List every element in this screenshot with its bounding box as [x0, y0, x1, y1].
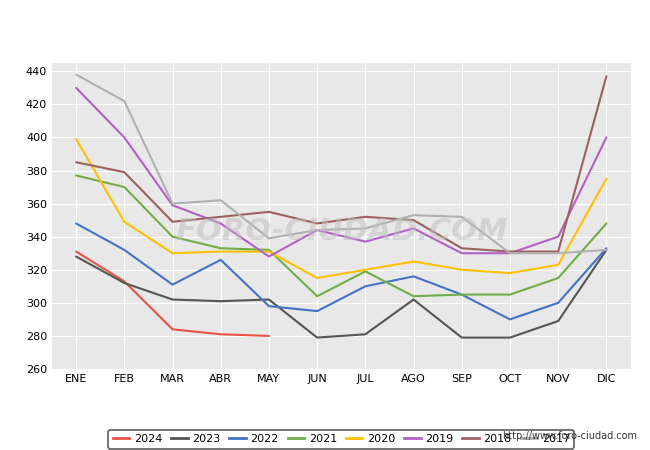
Text: Afiliados en Chiclana de Segura a 31/5/2024: Afiliados en Chiclana de Segura a 31/5/2…	[103, 18, 547, 36]
Text: http://www.foro-ciudad.com: http://www.foro-ciudad.com	[502, 431, 637, 441]
Text: FORO-CIUDAD.COM: FORO-CIUDAD.COM	[175, 217, 508, 246]
Legend: 2024, 2023, 2022, 2021, 2020, 2019, 2018, 2017: 2024, 2023, 2022, 2021, 2020, 2019, 2018…	[108, 430, 575, 449]
